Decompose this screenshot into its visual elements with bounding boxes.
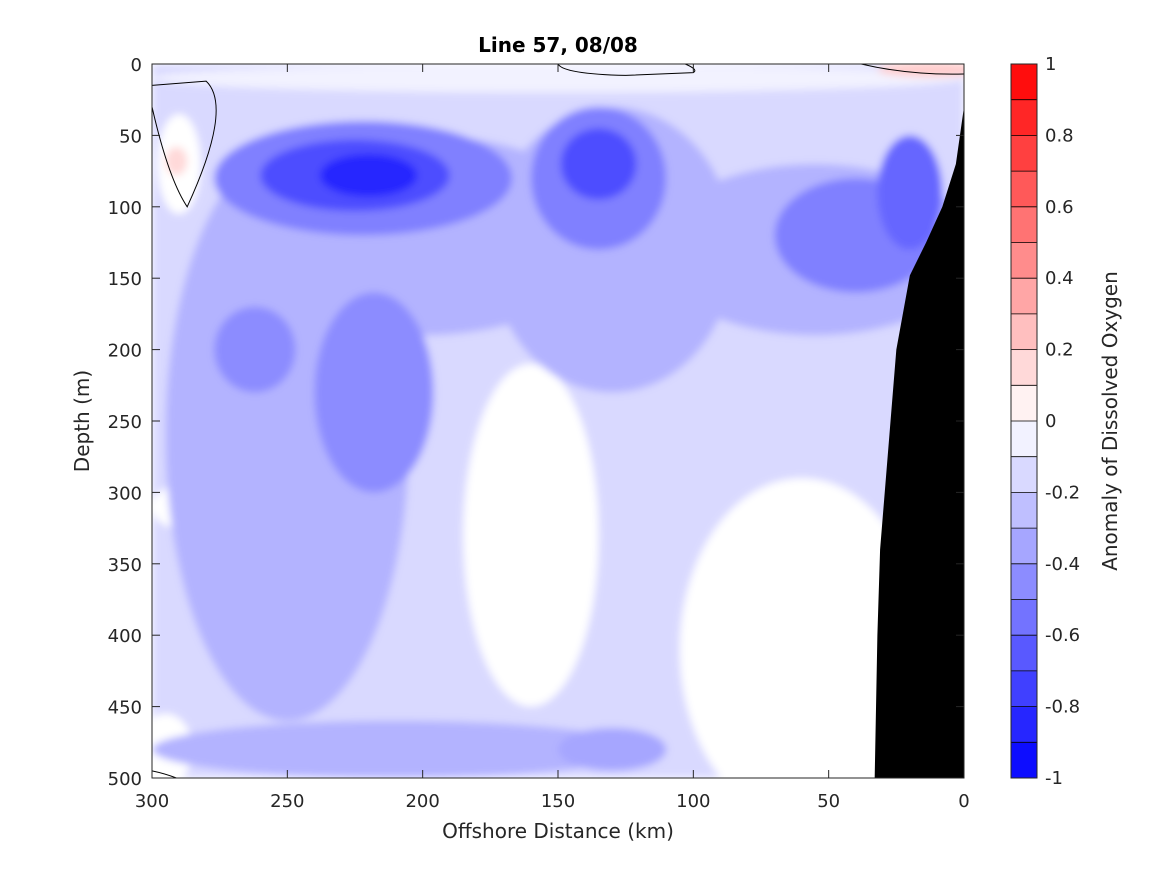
colorbar-tick-label: -0.6 (1045, 625, 1080, 646)
anomaly-region (558, 728, 667, 771)
y-tick-label: 350 (108, 555, 142, 576)
x-axis-label: Offshore Distance (km) (442, 819, 674, 843)
x-tick-label: 100 (676, 791, 710, 812)
y-tick-label: 400 (108, 626, 142, 647)
colorbar-band (1011, 135, 1037, 172)
zero-contour (152, 80, 217, 208)
seafloor-bathymetry (874, 106, 964, 778)
y-tick-label: 300 (108, 483, 142, 504)
colorbar-band (1011, 563, 1037, 600)
y-tick-label: 150 (108, 269, 142, 290)
colorbar-tick-label: -0.8 (1045, 697, 1080, 718)
colorbar-tick-label: 0.8 (1045, 125, 1074, 146)
oxygen-minimum-core (877, 135, 943, 250)
colorbar-band (1011, 599, 1037, 636)
colorbar-band (1011, 278, 1037, 315)
zero-contour (557, 64, 696, 76)
x-tick-label: 50 (817, 791, 840, 812)
colorbar-band (1011, 385, 1037, 422)
colorbar-tick-label: -1 (1045, 768, 1063, 789)
chart-title: Line 57, 08/08 (478, 33, 638, 57)
colorbar-band (1011, 528, 1037, 565)
y-tick-label: 250 (108, 412, 142, 433)
x-tick-label: 200 (405, 791, 439, 812)
anomaly-region (314, 292, 434, 493)
y-tick-label: 100 (108, 198, 142, 219)
colorbar-band (1011, 421, 1037, 458)
colorbar-tick-label: 0 (1045, 411, 1056, 432)
plot-area: 300 250 200 150 100 50 00501001502002503003504… (108, 55, 970, 812)
near-zero-region (152, 64, 964, 93)
y-tick-label: 50 (119, 126, 142, 147)
oxygen-minimum-core (560, 128, 637, 200)
y-tick-label: 450 (108, 698, 142, 719)
anomaly-region (152, 720, 640, 778)
zero-contour-lines (152, 64, 964, 778)
colorbar-tick-label: -0.2 (1045, 482, 1080, 503)
colorbar-band (1011, 742, 1037, 779)
y-axis-label: Depth (m) (70, 370, 94, 472)
zero-contour (861, 64, 964, 75)
colorbar-tick-label: 0.2 (1045, 340, 1074, 361)
anomaly-contour-fills (152, 64, 964, 778)
colorbar-band (1011, 242, 1037, 279)
x-tick-label: 0 (958, 791, 969, 812)
near-zero-region (463, 363, 599, 707)
axis-ticks: 300 250 200 150 100 50 00501001502002503003504… (108, 55, 970, 812)
positive-anomaly (165, 146, 188, 176)
colorbar-label: Anomaly of Dissolved Oxygen (1098, 271, 1122, 571)
colorbar-band (1011, 635, 1037, 672)
y-tick-label: 200 (108, 341, 142, 362)
colorbar-tick-label: 0.6 (1045, 197, 1074, 218)
colorbar: 1 0.8 0.6 0.4 0.2 0 -0.2 -0.4 -0.6 -0.8 -1 (1010, 54, 1080, 789)
colorbar-band (1011, 206, 1037, 243)
x-tick-label: 300 (135, 791, 169, 812)
colorbar-frame (1010, 63, 1038, 779)
colorbar-band (1011, 99, 1037, 136)
anomaly-region (214, 306, 296, 393)
near-zero-region (679, 478, 924, 778)
colorbar-band (1011, 706, 1037, 743)
colorbar-band (1011, 670, 1037, 708)
oxygen-anomaly-field (152, 64, 964, 778)
y-tick-label: 0 (131, 55, 142, 76)
colorbar-band (1011, 313, 1037, 351)
zero-contour (152, 770, 177, 778)
colorbar-band (1011, 64, 1037, 101)
colorbar-band (1011, 349, 1037, 386)
seafloor-shape (874, 106, 964, 778)
colorbar-band (1011, 492, 1037, 529)
colorbar-band (1011, 456, 1037, 493)
colorbar-tick-label: -0.4 (1045, 554, 1080, 575)
x-tick-label: 150 (541, 791, 575, 812)
oxygen-minimum-core (319, 153, 418, 197)
y-tick-label: 500 (108, 769, 142, 790)
colorbar-tick-label: 0.4 (1045, 268, 1074, 289)
colorbar-tick-label: 1 (1045, 54, 1056, 75)
colorbar-band (1011, 171, 1037, 208)
x-tick-label: 250 (270, 791, 304, 812)
